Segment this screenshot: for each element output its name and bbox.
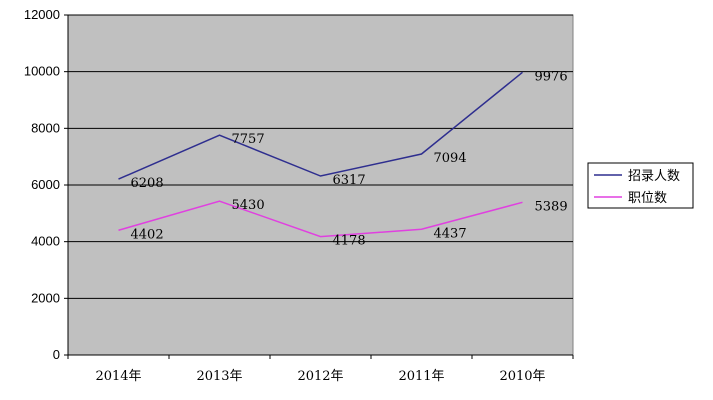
series-line-0 — [118, 71, 523, 180]
y-tick-label: 4000 — [31, 234, 60, 249]
y-tick-label: 2000 — [31, 290, 60, 305]
y-tick-labels: 0 2000 4000 6000 8000 10000 12000 — [24, 7, 60, 362]
x-tick-label: 2014年 — [95, 369, 141, 384]
y-tick-label: 8000 — [31, 120, 60, 135]
legend-label-0: 招录人数 — [628, 169, 680, 184]
data-label: 7094 — [434, 151, 467, 166]
data-label: 5430 — [232, 198, 265, 213]
series-line-1 — [118, 200, 523, 238]
data-label: 4402 — [131, 227, 164, 242]
y-tick-label: 0 — [53, 347, 60, 362]
data-label: 5389 — [535, 199, 568, 214]
y-tick-label: 12000 — [24, 7, 60, 22]
data-labels: 6208 7757 6317 7094 9976 4402 5430 4178 4437 5389 — [131, 69, 568, 248]
legend-box — [587, 162, 694, 209]
data-label: 9976 — [535, 69, 568, 84]
gridlines — [64, 14, 573, 356]
legend: 招录人数 职位数 — [587, 162, 694, 209]
x-tick-label: 2012年 — [297, 369, 343, 384]
x-tick-labels: 2014年 2013年 2012年 2011年 2010年 — [67, 355, 574, 384]
data-label: 6208 — [131, 176, 164, 191]
x-tick-label: 2011年 — [398, 369, 444, 384]
data-label: 4178 — [333, 234, 366, 249]
legend-label-1: 职位数 — [628, 191, 667, 206]
data-label: 6317 — [333, 173, 366, 188]
data-label: 4437 — [434, 226, 467, 241]
data-label: 7757 — [232, 132, 265, 147]
axes — [67, 15, 573, 356]
y-tick-label: 6000 — [31, 177, 60, 192]
x-tick-label: 2010年 — [499, 369, 545, 384]
y-tick-label: 10000 — [24, 64, 60, 79]
series-lines — [118, 71, 523, 238]
x-tick-label: 2013年 — [196, 369, 242, 384]
